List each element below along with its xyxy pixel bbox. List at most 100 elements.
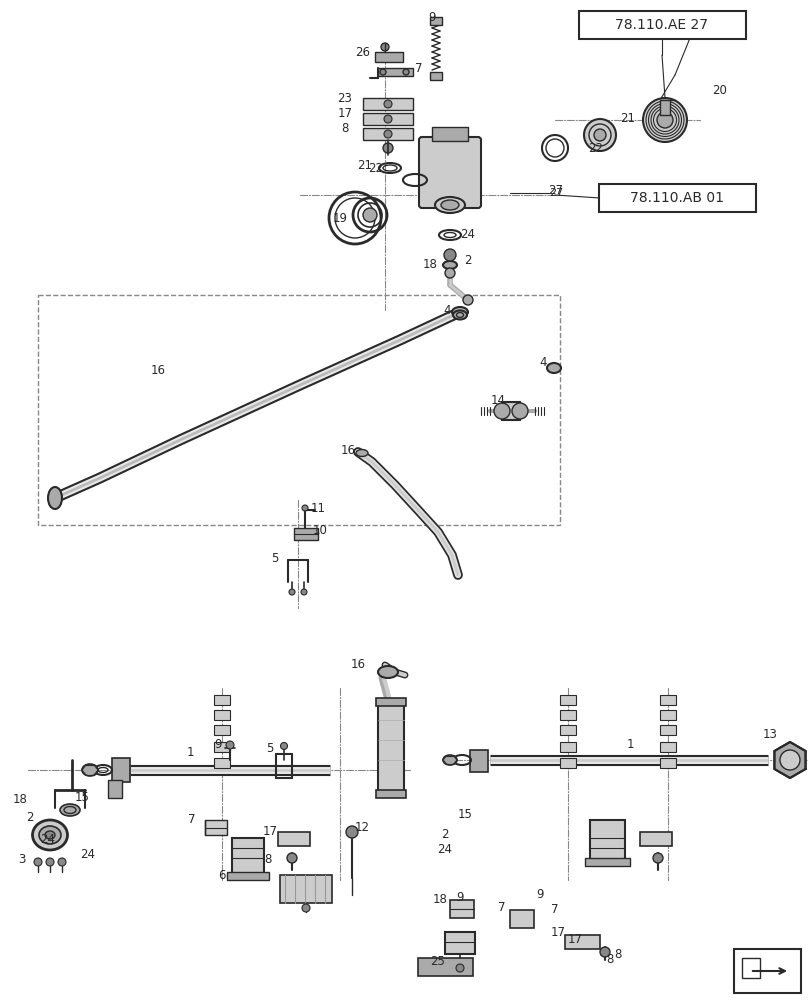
Text: 25: 25 — [430, 955, 445, 968]
Circle shape — [384, 130, 392, 138]
Text: 13: 13 — [762, 728, 776, 742]
Text: 21: 21 — [357, 159, 372, 172]
Bar — [659, 758, 676, 768]
Ellipse shape — [45, 831, 55, 839]
Text: 20: 20 — [712, 84, 727, 97]
Text: 16: 16 — [150, 363, 165, 376]
Circle shape — [444, 249, 456, 261]
Text: 10: 10 — [312, 524, 327, 536]
Text: 9: 9 — [214, 738, 221, 752]
Ellipse shape — [355, 450, 367, 456]
Circle shape — [46, 858, 54, 866]
Bar — [741, 958, 759, 978]
Bar — [564, 935, 599, 949]
Circle shape — [301, 589, 307, 595]
Text: 78.110.AE 27: 78.110.AE 27 — [615, 18, 708, 32]
Text: 8: 8 — [264, 853, 272, 866]
Circle shape — [779, 750, 799, 770]
Ellipse shape — [32, 820, 67, 850]
Bar — [560, 742, 575, 752]
Text: 27: 27 — [548, 188, 563, 198]
Bar — [659, 742, 676, 752]
Bar — [214, 725, 230, 735]
Circle shape — [652, 853, 663, 863]
Text: 7: 7 — [414, 62, 423, 75]
FancyBboxPatch shape — [599, 184, 755, 212]
Bar — [363, 128, 413, 140]
Text: 17: 17 — [262, 825, 277, 838]
Bar — [294, 528, 318, 540]
Ellipse shape — [48, 487, 62, 509]
Circle shape — [302, 904, 310, 912]
Circle shape — [34, 858, 42, 866]
Polygon shape — [774, 742, 805, 778]
Bar — [280, 875, 332, 903]
Text: 22: 22 — [588, 142, 603, 155]
Circle shape — [512, 403, 527, 419]
Text: 8: 8 — [614, 948, 621, 961]
Bar — [232, 838, 264, 876]
Bar — [363, 113, 413, 125]
Text: 7: 7 — [498, 901, 505, 914]
Ellipse shape — [435, 197, 465, 213]
Text: 2: 2 — [440, 828, 448, 841]
Text: 4: 4 — [443, 304, 450, 316]
Circle shape — [402, 69, 409, 75]
Bar — [378, 68, 413, 76]
Ellipse shape — [443, 755, 457, 765]
Text: 14: 14 — [490, 393, 505, 406]
Ellipse shape — [594, 129, 605, 141]
Bar — [560, 725, 575, 735]
Ellipse shape — [443, 261, 457, 269]
Ellipse shape — [440, 200, 458, 210]
Text: 26: 26 — [355, 46, 370, 59]
Text: 15: 15 — [457, 808, 472, 821]
Circle shape — [289, 589, 294, 595]
Circle shape — [456, 964, 463, 972]
Circle shape — [656, 112, 672, 128]
Circle shape — [599, 947, 609, 957]
Text: 16: 16 — [340, 444, 355, 456]
Bar — [214, 695, 230, 705]
Circle shape — [302, 505, 307, 511]
Bar — [204, 820, 227, 835]
Text: 17: 17 — [550, 926, 564, 939]
Text: 11: 11 — [310, 502, 325, 514]
Bar — [444, 932, 474, 954]
Bar — [277, 832, 310, 846]
Bar — [639, 832, 672, 846]
Bar — [659, 710, 676, 720]
Bar — [108, 780, 122, 798]
Text: 5: 5 — [271, 552, 278, 564]
Bar — [431, 127, 467, 141]
Text: 27: 27 — [547, 184, 563, 197]
Ellipse shape — [60, 804, 80, 816]
Text: 23: 23 — [337, 92, 352, 105]
Bar — [227, 872, 268, 880]
Bar — [584, 858, 629, 866]
Bar — [659, 695, 676, 705]
Circle shape — [58, 858, 66, 866]
Circle shape — [225, 741, 234, 749]
Ellipse shape — [39, 826, 61, 844]
Text: 18: 18 — [12, 793, 28, 806]
Circle shape — [380, 43, 388, 51]
Text: 7: 7 — [551, 903, 558, 916]
Text: 22: 22 — [368, 162, 383, 175]
Text: 18: 18 — [422, 258, 437, 271]
Text: 21: 21 — [620, 112, 635, 125]
Text: 19: 19 — [332, 212, 347, 225]
Bar — [560, 695, 575, 705]
FancyBboxPatch shape — [578, 11, 745, 39]
Circle shape — [280, 742, 287, 750]
Text: 9: 9 — [535, 888, 543, 901]
Text: 18: 18 — [432, 893, 447, 906]
Ellipse shape — [363, 208, 376, 222]
Circle shape — [462, 295, 473, 305]
Bar — [214, 710, 230, 720]
Circle shape — [383, 143, 393, 153]
Ellipse shape — [378, 666, 397, 678]
Bar — [430, 17, 441, 25]
Bar — [470, 750, 487, 772]
Circle shape — [493, 403, 509, 419]
